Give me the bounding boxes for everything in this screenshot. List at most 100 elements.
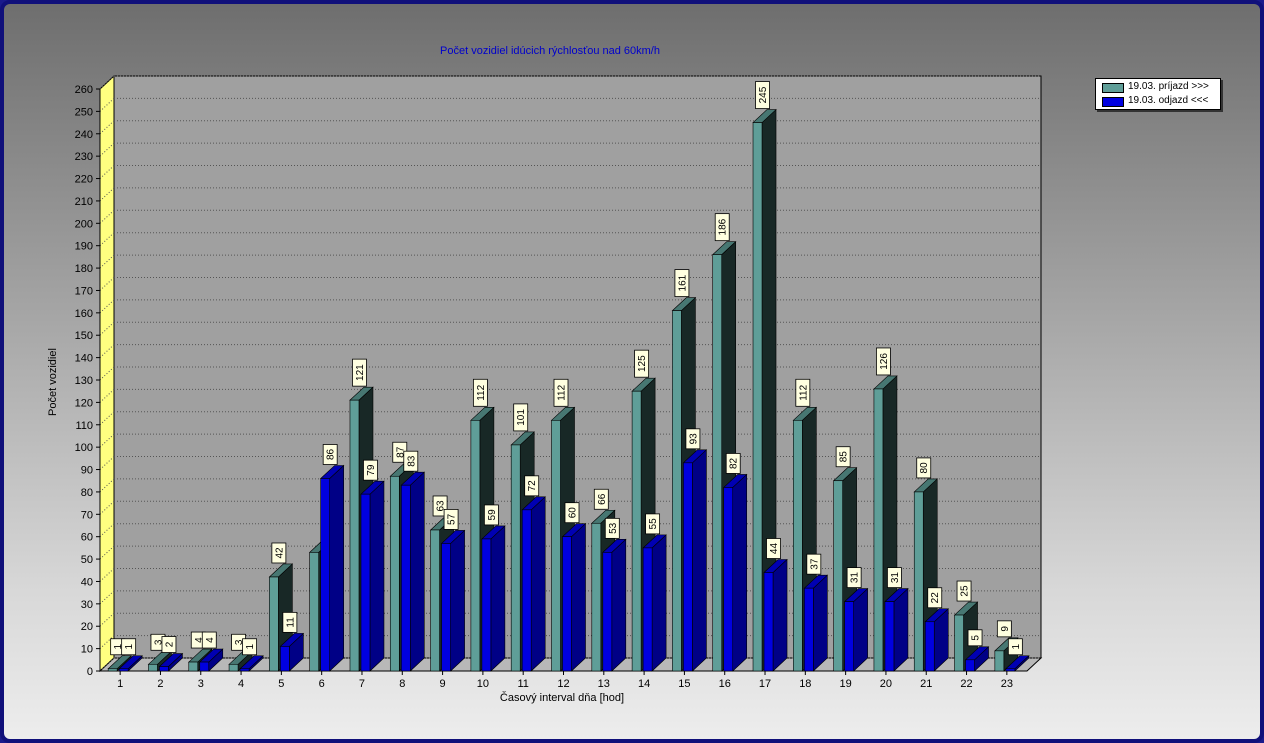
data-label-departure: 82 (729, 457, 740, 469)
data-label-box-departure (161, 636, 177, 653)
data-label-departure: 1 (1011, 644, 1022, 650)
y-tick-label: 120 (75, 397, 93, 409)
data-label-box-arrival (835, 446, 851, 468)
bar-arrival (631, 390, 642, 672)
gridline-side (99, 344, 115, 358)
legend: 19.03. príjazd >>> 19.03. odjazd <<< (1095, 78, 1221, 110)
data-label-box-departure (483, 504, 499, 526)
y-tick-label: 30 (81, 599, 93, 611)
x-tick-label: 22 (960, 678, 972, 690)
bar-departure (924, 621, 935, 672)
y-tick-label: 10 (81, 644, 93, 656)
bar-departure (562, 536, 572, 672)
x-tick-label: 18 (799, 678, 811, 690)
bar-side-departure (611, 538, 627, 672)
y-tick-label: 210 (75, 196, 93, 208)
bar-arrival (954, 614, 964, 672)
data-label-box-arrival (513, 403, 529, 432)
data-label-box-departure (846, 567, 862, 589)
data-label-box-arrival (271, 542, 287, 564)
data-label-arrival: 121 (355, 364, 366, 381)
y-tick-label: 20 (81, 621, 93, 633)
data-label-departure: 57 (447, 513, 458, 525)
x-axis-title: Časový interval dňa [hod] (500, 691, 624, 704)
x-tick-label: 2 (157, 678, 163, 690)
gridline-side (99, 232, 115, 247)
gridline-side (99, 299, 115, 314)
data-label-box-arrival (795, 378, 811, 407)
bar-side-departure (571, 523, 586, 672)
data-label-box-departure (242, 638, 257, 656)
legend-label-arrival: 19.03. príjazd >>> (1128, 81, 1209, 92)
y-tick-label: 130 (75, 375, 93, 387)
gridline-side (99, 366, 115, 381)
legend-swatch-departure (1102, 97, 1124, 107)
x-tick-label: 5 (278, 678, 284, 690)
chart-title: Počet vozidiel idúcich rýchlosťou nad 60… (440, 45, 660, 57)
bar-departure (804, 587, 814, 672)
x-tick-label: 19 (840, 678, 852, 690)
y-tick-label: 90 (81, 465, 93, 477)
data-label-box-arrival (996, 620, 1012, 638)
data-label-box-departure (604, 517, 620, 539)
gridline-side (99, 165, 115, 179)
data-label-arrival: 112 (476, 384, 487, 400)
data-label-departure: 44 (769, 543, 780, 555)
bar-arrival (228, 663, 239, 672)
bar-arrival (188, 661, 199, 672)
data-label-departure: 1 (245, 644, 256, 650)
data-label-box-departure (887, 567, 902, 589)
data-label-arrival: 3 (153, 639, 164, 645)
data-label-box-arrival (755, 81, 770, 109)
data-label-box-departure (564, 502, 580, 524)
gridline-side (99, 523, 115, 538)
bar-arrival (389, 475, 400, 672)
gridline-side (99, 590, 115, 605)
x-tick-label: 13 (598, 678, 610, 690)
bar-departure (965, 659, 975, 672)
y-tick-label: 230 (75, 151, 93, 163)
x-tick-label: 3 (198, 678, 204, 690)
data-label-box-departure (1007, 638, 1023, 656)
data-label-arrival: 3 (234, 639, 245, 645)
data-label-arrival: 245 (758, 86, 769, 103)
bar-side-departure (329, 464, 344, 672)
x-tick-label: 10 (477, 678, 489, 690)
bar-arrival (269, 576, 279, 672)
x-tick-label: 8 (399, 678, 405, 690)
legend-swatch-arrival (1102, 83, 1124, 93)
gridline-side (99, 657, 115, 672)
bar-arrival (551, 419, 561, 672)
bar-side-departure (651, 534, 667, 672)
bar-departure (118, 668, 129, 672)
data-label-box-departure (282, 611, 298, 633)
bar-arrival (148, 663, 158, 672)
x-tick-label: 12 (557, 678, 569, 690)
bar-side-departure (853, 587, 868, 672)
data-label-departure: 83 (406, 455, 417, 467)
data-label-box-departure (524, 475, 540, 497)
gridline-side (99, 545, 115, 560)
bar-departure (844, 601, 854, 672)
gridline-side (99, 98, 115, 112)
data-label-box-departure (766, 538, 781, 559)
data-label-arrival: 87 (395, 446, 406, 458)
bar-side-departure (893, 587, 909, 672)
gridline-side (99, 254, 115, 269)
x-tick-label: 20 (880, 678, 892, 690)
data-label-arrival: 125 (637, 355, 648, 372)
y-tick-label: 180 (75, 263, 93, 275)
bar-departure (400, 484, 411, 672)
data-label-departure: 93 (688, 433, 699, 445)
data-label-departure: 72 (527, 480, 538, 492)
data-label-departure: 59 (487, 509, 498, 521)
y-tick-label: 110 (75, 420, 93, 432)
data-label-arrival: 80 (919, 462, 930, 474)
bar-arrival (752, 122, 763, 672)
y-tick-label: 80 (81, 487, 93, 499)
bar-arrival (712, 254, 723, 672)
gridline-side (99, 478, 115, 493)
legend-item-departure: 19.03. odjazd <<< (1100, 94, 1218, 108)
gridline-side (99, 433, 115, 448)
